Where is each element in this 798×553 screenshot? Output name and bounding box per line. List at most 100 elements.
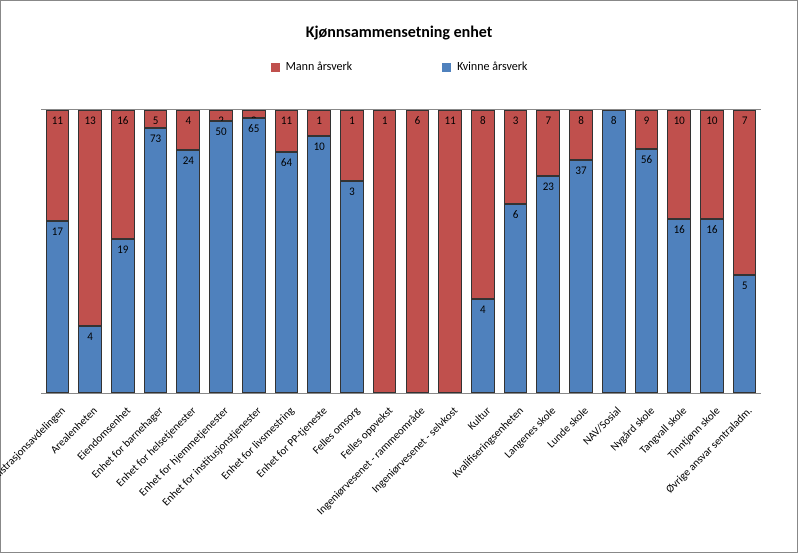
bar-column: 1619 — [111, 110, 135, 393]
bar-value-mann: 8 — [578, 114, 584, 127]
x-axis-label: Kultur — [465, 404, 493, 432]
bar-value-mann: 10 — [706, 114, 717, 127]
bar-segment-kvinne: 8 — [602, 110, 626, 393]
bar-value-mann: 1 — [349, 114, 355, 127]
bar-value-kvinne: 24 — [183, 154, 194, 167]
bar-value-mann: 11 — [281, 114, 292, 127]
plot-area: 1117134161957342425026511641101316118436… — [41, 109, 761, 394]
legend-label-kvinne: Kvinne årsverk — [457, 60, 527, 74]
bar-value-kvinne: 16 — [674, 223, 685, 236]
bar-value-mann: 6 — [415, 114, 421, 127]
bar-value-kvinne: 8 — [611, 114, 617, 127]
bar-segment-mann: 7 — [733, 110, 757, 275]
legend-item-mann: Mann årsverk — [271, 60, 352, 74]
bar-segment-mann: 8 — [471, 110, 495, 299]
bar-value-mann: 13 — [85, 114, 96, 127]
bar-segment-mann: 11 — [46, 110, 70, 221]
bar-column: 8 37 — [569, 110, 593, 393]
bar-segment-mann: 10 — [667, 110, 691, 219]
legend: Mann årsverk Kvinne årsverk — [1, 60, 797, 74]
bar-value-mann: 1 — [382, 114, 388, 127]
bar-segment-mann: 2 — [209, 110, 233, 121]
bar-column: 9 56 — [635, 110, 659, 393]
bar-value-kvinne: 73 — [150, 132, 161, 145]
bar-segment-mann: 10 — [700, 110, 724, 219]
x-axis-labels: AdministrasjonsavdelingenArealenhetenEie… — [41, 396, 761, 546]
bar-segment-mann: 1 — [307, 110, 331, 136]
bar-column: 7 23 — [536, 110, 560, 393]
bar-segment-kvinne: 3 — [340, 181, 364, 393]
bar-segment-kvinne: 5 — [733, 275, 757, 393]
bar-segment-mann: 7 — [536, 110, 560, 176]
bar-value-kvinne: 65 — [248, 122, 259, 135]
bar-segment-kvinne: 64 — [275, 152, 299, 393]
chart-title: Kjønnsammensetning enhet — [1, 23, 797, 42]
bar-segment-kvinne: 4 — [78, 326, 102, 393]
bar-segment-kvinne: 56 — [635, 149, 659, 393]
bar-segment-kvinne: 6 — [504, 204, 528, 393]
bar-segment-mann: 2 — [242, 110, 266, 118]
bar-column: 1 10 — [307, 110, 331, 393]
bar-segment-kvinne: 65 — [242, 118, 266, 393]
legend-item-kvinne: Kvinne årsverk — [442, 60, 527, 74]
bar-value-kvinne: 17 — [52, 225, 63, 238]
bar-column: 573 — [144, 110, 168, 393]
bar-value-mann: 16 — [117, 114, 128, 127]
bar-value-kvinne: 50 — [215, 125, 226, 138]
bar-segment-mann: 6 — [406, 110, 430, 393]
bar-value-kvinne: 10 — [314, 140, 325, 153]
bar-segment-kvinne: 50 — [209, 121, 233, 393]
legend-swatch-mann — [271, 63, 280, 72]
bar-column: 13 — [340, 110, 364, 393]
bar-segment-kvinne: 19 — [111, 239, 135, 393]
bar-segment-kvinne: 73 — [144, 128, 168, 393]
bar-segment-mann: 8 — [569, 110, 593, 160]
bar-value-mann: 11 — [445, 114, 456, 127]
bar-segment-kvinne: 10 — [307, 136, 331, 393]
bar-segment-kvinne: 24 — [176, 150, 200, 393]
bar-value-mann: 11 — [52, 114, 63, 127]
bar-value-mann: 9 — [644, 114, 650, 127]
bar-column: 8 — [602, 110, 626, 393]
bar-column: 4 24 — [176, 110, 200, 393]
bar-value-kvinne: 19 — [117, 243, 128, 256]
bar-value-kvinne: 37 — [575, 164, 586, 177]
bar-column: 84 — [471, 110, 495, 393]
bar-segment-mann: 9 — [635, 110, 659, 149]
bar-segment-kvinne: 16 — [667, 219, 691, 393]
bar-value-mann: 1 — [316, 114, 322, 127]
bar-segment-kvinne: 4 — [471, 299, 495, 393]
bar-column: 11 — [438, 110, 462, 393]
bar-segment-mann: 1 — [373, 110, 397, 393]
bar-column: 11 17 — [46, 110, 70, 393]
bar-value-mann: 4 — [185, 114, 191, 127]
bar-segment-mann: 13 — [78, 110, 102, 326]
bar-column: 10 16 — [667, 110, 691, 393]
bar-segment-mann: 3 — [504, 110, 528, 204]
bar-column: 11 64 — [275, 110, 299, 393]
bar-segment-kvinne: 17 — [46, 221, 70, 393]
legend-label-mann: Mann årsverk — [286, 60, 352, 74]
bar-column: 250 — [209, 110, 233, 393]
bar-value-kvinne: 23 — [543, 180, 554, 193]
bar-column: 6 — [406, 110, 430, 393]
bar-segment-kvinne: 23 — [536, 176, 560, 393]
chart-container: Kjønnsammensetning enhet Mann årsverk Kv… — [0, 0, 798, 553]
bar-value-mann: 10 — [674, 114, 685, 127]
bar-value-kvinne: 16 — [706, 223, 717, 236]
bar-value-mann: 3 — [513, 114, 519, 127]
legend-swatch-kvinne — [442, 63, 451, 72]
bar-segment-mann: 16 — [111, 110, 135, 239]
bar-value-mann: 8 — [480, 114, 486, 127]
bar-segment-mann: 11 — [275, 110, 299, 152]
bar-value-kvinne: 4 — [87, 330, 93, 343]
bar-value-kvinne: 56 — [641, 153, 652, 166]
bar-value-mann: 7 — [545, 114, 551, 127]
bar-segment-mann: 1 — [340, 110, 364, 181]
bar-value-kvinne: 4 — [480, 303, 486, 316]
bar-value-kvinne: 5 — [742, 279, 748, 292]
bar-value-kvinne: 6 — [513, 208, 519, 221]
bar-column: 13 4 — [78, 110, 102, 393]
bar-column: 10 16 — [700, 110, 724, 393]
bar-column: 75 — [733, 110, 757, 393]
